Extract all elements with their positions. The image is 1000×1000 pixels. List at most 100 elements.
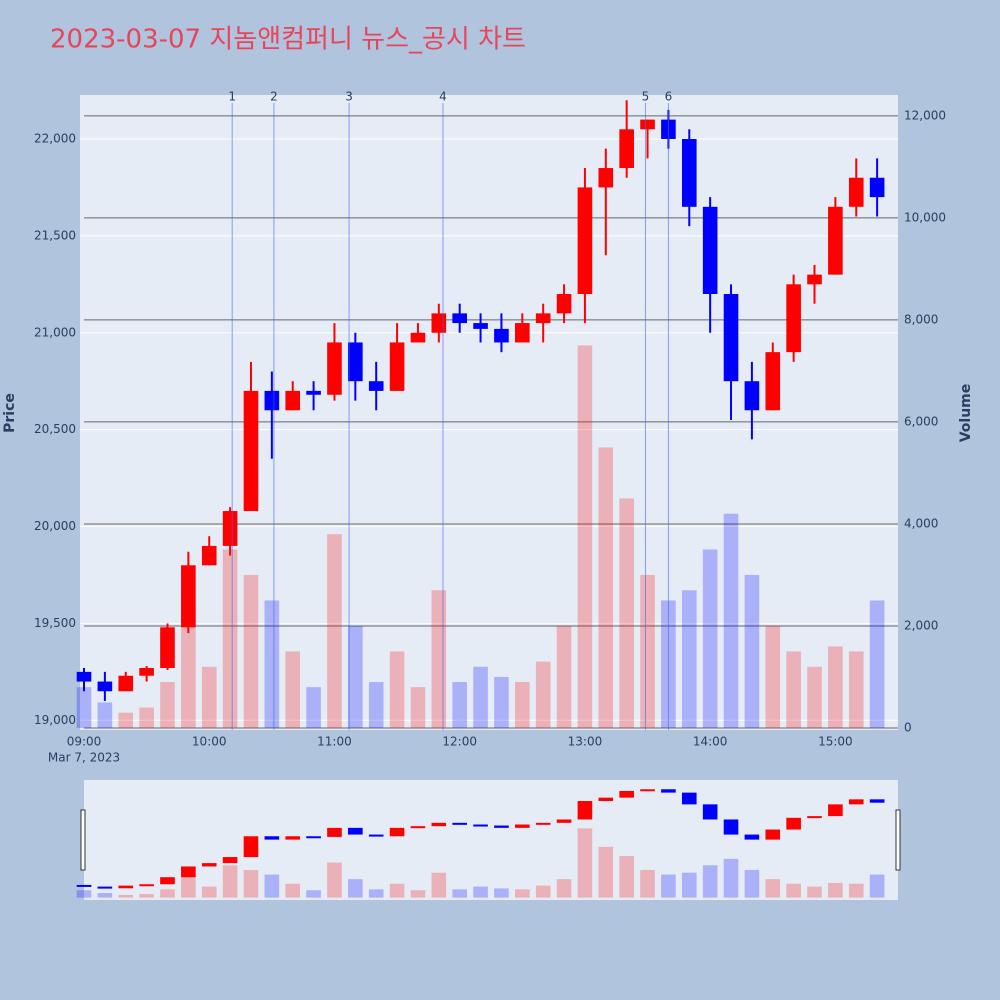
volume-bar <box>306 687 321 728</box>
slider-candle <box>348 827 363 835</box>
volume-bar <box>515 682 530 728</box>
slider-candle <box>556 819 572 823</box>
annotation-label: 3 <box>345 90 353 104</box>
candle-body <box>243 390 259 512</box>
volume-bar <box>431 590 447 728</box>
slider-handle[interactable] <box>80 809 86 871</box>
volume-bar <box>598 447 614 728</box>
candle-body <box>368 381 384 391</box>
y2-tick-label: 8,000 <box>904 312 938 326</box>
volume-bar <box>97 702 113 728</box>
candle-body <box>681 138 697 207</box>
candle-body <box>556 294 572 314</box>
slider-volume-bar <box>848 883 864 898</box>
slider-volume-bar <box>744 869 760 898</box>
slider-volume-bar <box>389 883 405 898</box>
y-tick-label: 21,000 <box>34 325 76 339</box>
candle-body <box>494 328 509 343</box>
candle-body <box>744 381 760 411</box>
y-tick-label: 22,000 <box>34 131 76 145</box>
slider-volume-bar <box>640 869 655 898</box>
slider-volume-bar <box>452 889 467 898</box>
y2-tick-label: 12,000 <box>904 108 946 122</box>
volume-bar <box>76 687 92 728</box>
volume-bar <box>765 625 781 728</box>
slider-candle <box>368 834 384 837</box>
slider-candle <box>243 836 259 858</box>
candle-body <box>535 313 551 324</box>
volume-bar <box>494 676 509 728</box>
volume-bar <box>681 590 697 728</box>
y-tick-label: 21,500 <box>34 228 76 242</box>
volume-bar <box>786 651 801 728</box>
y2-tick-label: 0 <box>904 720 912 734</box>
slider-candle <box>828 804 843 817</box>
slider-candle <box>661 789 676 793</box>
slider-volume-bar <box>765 879 781 898</box>
candle-body <box>619 129 634 169</box>
slider-volume-bar <box>410 890 426 898</box>
slider-candle <box>389 827 405 837</box>
volume-bar <box>285 651 301 728</box>
slider-candle <box>535 822 551 825</box>
candle-body <box>306 390 321 395</box>
candle-body <box>97 681 113 692</box>
slider-candle <box>76 884 92 887</box>
slider-candle <box>640 789 655 792</box>
slider-candle <box>786 817 801 830</box>
slider-candle <box>848 799 864 805</box>
volume-bar <box>243 574 259 728</box>
slider-volume-bar <box>702 865 718 898</box>
x-tick-label: 14:00 <box>693 735 728 749</box>
slider-candle <box>118 885 134 889</box>
slider-volume-bar <box>181 874 196 898</box>
volume-bar <box>640 574 655 728</box>
candle-body <box>285 390 301 411</box>
candle-body <box>327 342 342 395</box>
y2-tick-label: 4,000 <box>904 516 938 530</box>
x-tick-label: 11:00 <box>317 735 352 749</box>
slider-candle <box>702 804 718 820</box>
candle-body <box>640 119 655 130</box>
slider-volume-bar <box>494 888 509 898</box>
candle-body <box>389 342 405 391</box>
slider-volume-bar <box>473 886 488 898</box>
plot-area <box>80 95 898 730</box>
slider-candle <box>285 836 301 840</box>
slider-candle <box>410 826 426 829</box>
slider-candle <box>452 822 467 825</box>
slider-candle <box>681 792 697 805</box>
y-tick-label: 20,000 <box>34 519 76 533</box>
candle-body <box>160 627 175 668</box>
slider-candle <box>494 825 509 828</box>
slider-volume-bar <box>515 889 530 898</box>
slider-volume-bar <box>306 890 321 898</box>
slider-candle <box>181 866 196 878</box>
slider-volume-bar <box>285 883 301 898</box>
slider-volume-bar <box>786 883 801 898</box>
candle-body <box>765 352 781 411</box>
y2-tick-label: 6,000 <box>904 414 938 428</box>
volume-bar <box>702 549 718 728</box>
x-tick-label: 13:00 <box>568 735 603 749</box>
y-tick-label: 19,000 <box>34 713 76 727</box>
slider-volume-bar <box>619 856 634 898</box>
volume-bar <box>723 513 739 728</box>
candle-body <box>118 675 134 692</box>
volume-bar <box>264 600 280 728</box>
candle-body <box>702 206 718 295</box>
slider-volume-bar <box>828 882 843 898</box>
candle-body <box>431 313 447 333</box>
x-tick-label: 10:00 <box>192 735 227 749</box>
slider-candle <box>598 797 614 802</box>
x-tick-label: 12:00 <box>442 735 477 749</box>
candle-body <box>473 323 488 329</box>
volume-bar <box>556 625 572 728</box>
volume-bar <box>201 666 217 728</box>
candle-body <box>201 545 217 566</box>
volume-bar <box>410 687 426 728</box>
slider-candle <box>869 799 885 803</box>
candle-body <box>76 671 92 682</box>
slider-handle[interactable] <box>895 809 901 871</box>
x-tick-label: 15:00 <box>818 735 853 749</box>
